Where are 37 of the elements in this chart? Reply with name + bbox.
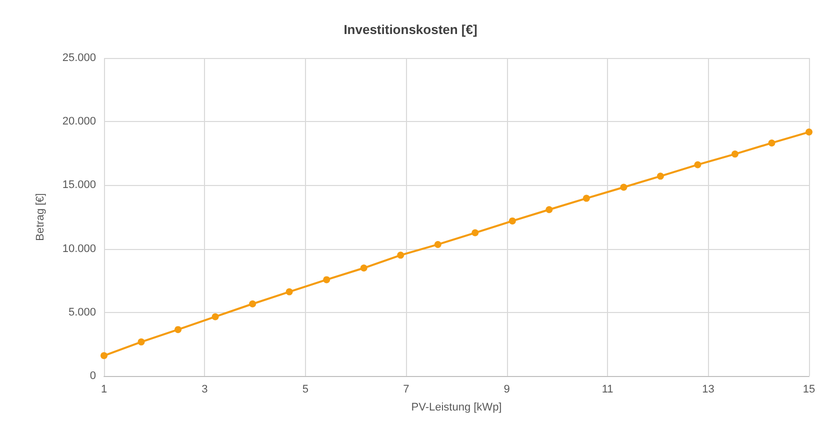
point — [212, 313, 219, 320]
point — [360, 264, 368, 272]
point — [434, 240, 442, 248]
y-tick-label: 15.000 — [62, 179, 96, 192]
x-tick-label: 7 — [403, 384, 410, 396]
y-tick-label: 10.000 — [62, 242, 96, 255]
x-tick-label: 1 — [100, 384, 108, 396]
point — [397, 252, 404, 259]
point — [100, 352, 108, 360]
point — [174, 326, 182, 334]
point — [323, 276, 330, 284]
x-tick-label: 15 — [802, 384, 816, 396]
x-axis-title: PV-Leistung [kWp] — [411, 402, 502, 414]
point — [546, 206, 553, 214]
point — [582, 194, 590, 202]
point — [286, 288, 293, 296]
y-tick-label: 5.000 — [68, 306, 96, 318]
point — [508, 217, 516, 224]
y-axis-title: Betrag [€] — [34, 193, 46, 241]
x-tick-label: 3 — [202, 384, 208, 396]
point — [472, 229, 479, 236]
point — [656, 172, 664, 180]
x-tick-label: 11 — [602, 384, 614, 396]
x-tick-label: 13 — [702, 384, 714, 396]
point — [694, 161, 702, 168]
chart-title: Investitionskosten [€] — [344, 22, 478, 37]
point — [768, 139, 776, 146]
point — [249, 300, 256, 308]
point — [620, 184, 628, 191]
x-tick-label: 9 — [504, 384, 510, 396]
y-tick-label: 20.000 — [62, 116, 96, 128]
x-tick-label: 5 — [302, 384, 308, 396]
point — [138, 338, 145, 346]
y-tick-label: 0 — [90, 370, 96, 382]
point — [731, 150, 738, 158]
y-tick-label: 25.000 — [62, 52, 96, 64]
point — [806, 128, 812, 136]
